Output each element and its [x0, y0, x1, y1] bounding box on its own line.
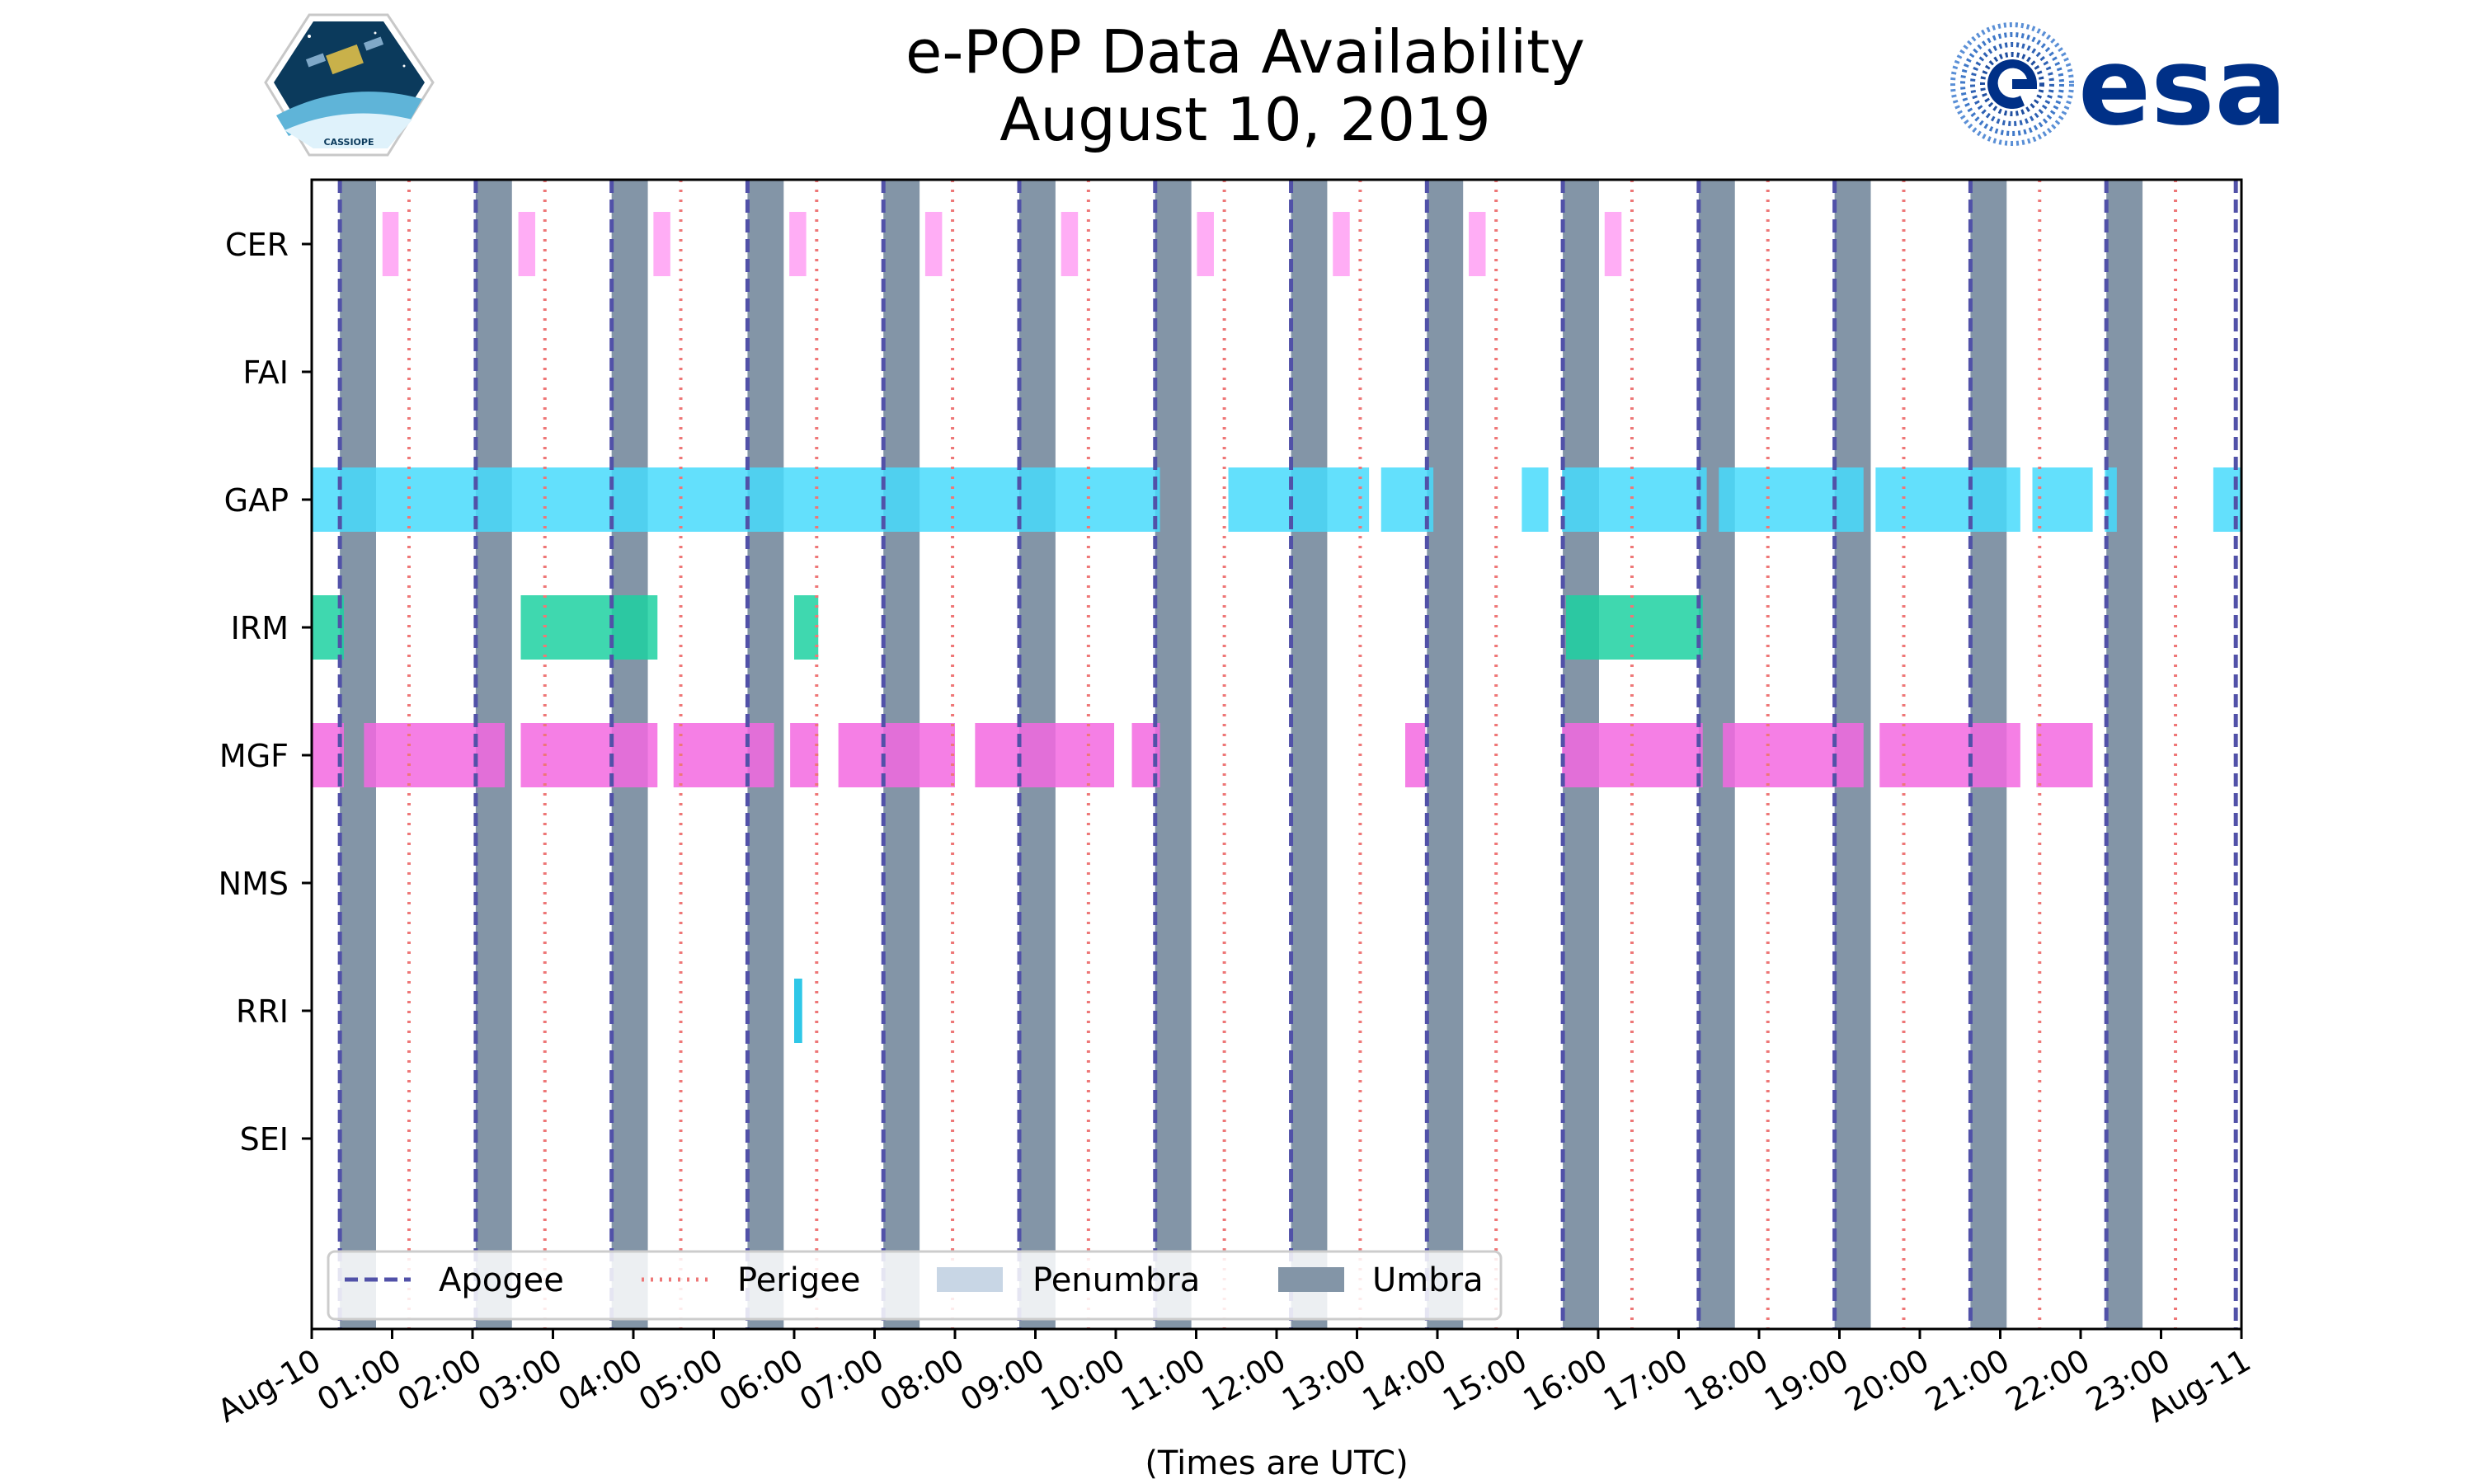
data-bar-gap [1562, 467, 1707, 532]
data-bar-mgf [838, 723, 955, 787]
data-bar-gap [2032, 467, 2093, 532]
data-bar-cer [1604, 212, 1622, 276]
data-bar-irm [1566, 595, 1703, 660]
data-bar-gap [1875, 467, 2020, 532]
data-bar-gap [1228, 467, 1370, 532]
cassiope-logo: CASSIOPE [264, 13, 435, 157]
data-bar-cer [653, 212, 670, 276]
legend-perigee-label: Perigee [737, 1261, 860, 1299]
y-axis: CER FAI GAP IRM MGF NMS RRI SEI [219, 227, 312, 1158]
x-tick-label: 18:00 [1678, 1342, 1775, 1419]
data-bar-mgf [364, 723, 505, 787]
umbra-band [2106, 180, 2143, 1329]
x-tick-label: 11:00 [1115, 1342, 1211, 1419]
y-tick-label-rri: RRI [236, 993, 289, 1030]
legend-box [327, 1250, 1503, 1321]
umbra-band [1155, 180, 1192, 1329]
umbra-band [1427, 180, 1464, 1329]
data-bar-mgf [1723, 723, 1864, 787]
data-bar-cer [518, 212, 536, 276]
apogee-lines-layer [337, 180, 2238, 1329]
x-tick-label: 04:00 [553, 1342, 649, 1419]
perigee-lines-layer [407, 180, 2178, 1329]
chart-title-line-1: e-POP Data Availability [905, 17, 1585, 87]
x-tick-label: Aug-10 [211, 1342, 327, 1430]
x-tick-label: 17:00 [1597, 1342, 1694, 1419]
data-bar-mgf [520, 723, 658, 787]
x-tick-label: 15:00 [1437, 1342, 1533, 1419]
x-tick-label: 01:00 [311, 1342, 407, 1419]
legend-apogee-label: Apogee [439, 1261, 564, 1299]
y-tick-label-fai: FAI [242, 355, 289, 391]
x-tick-label: 19:00 [1758, 1342, 1855, 1419]
x-tick-label: 21:00 [1919, 1342, 2015, 1419]
data-bar-gap [312, 467, 1160, 532]
data-bar-irm [794, 595, 819, 660]
x-tick-label: 06:00 [713, 1342, 810, 1419]
data-bar-gap [1522, 467, 1549, 532]
legend: Apogee Perigee Penumbra Umbra [327, 1250, 1503, 1321]
x-tick-label: 14:00 [1357, 1342, 1453, 1419]
x-tick-label: 22:00 [2000, 1342, 2096, 1419]
y-tick-label-nms: NMS [219, 866, 289, 902]
data-bar-mgf [2036, 723, 2093, 787]
data-bar-mgf [1879, 723, 2020, 787]
x-tick-label: 07:00 [793, 1342, 890, 1419]
x-tick-label: 02:00 [392, 1342, 488, 1419]
x-tick-label: 08:00 [874, 1342, 971, 1419]
x-tick-label: 09:00 [954, 1342, 1051, 1419]
x-tick-label: 03:00 [472, 1342, 568, 1419]
esa-logo-text: esa [2078, 24, 2287, 149]
y-tick-label-irm: IRM [231, 610, 289, 646]
y-tick-label-gap: GAP [224, 482, 289, 519]
legend-penumbra-swatch [937, 1267, 1003, 1292]
y-tick-label-sei: SEI [240, 1121, 289, 1158]
data-bar-rri [794, 979, 802, 1043]
x-tick-label: 16:00 [1517, 1342, 1614, 1419]
data-bar-mgf [673, 723, 774, 787]
x-axis: Aug-1001:0002:0003:0004:0005:0006:0007:0… [211, 1329, 2257, 1430]
chart-title-line-2: August 10, 2019 [999, 85, 1490, 154]
x-tick-label: 05:00 [633, 1342, 729, 1419]
x-tick-label: 13:00 [1276, 1342, 1372, 1419]
data-bars-layer [312, 212, 2241, 1043]
legend-penumbra-label: Penumbra [1032, 1261, 1200, 1299]
esa-logo: esa [1950, 22, 2287, 149]
data-bar-gap [1719, 467, 1864, 532]
y-tick-label-mgf: MGF [219, 738, 289, 774]
x-tick-label: 10:00 [1035, 1342, 1131, 1419]
data-bar-cer [924, 212, 943, 276]
legend-umbra-swatch [1278, 1267, 1344, 1292]
x-axis-label: (Times are UTC) [1145, 1444, 1408, 1482]
data-bar-cer [1061, 212, 1079, 276]
umbra-band [1291, 180, 1328, 1329]
y-tick-label-cer: CER [225, 227, 289, 263]
data-bar-cer [382, 212, 399, 276]
data-bar-mgf [1405, 723, 1426, 787]
x-tick-label: 20:00 [1839, 1342, 1935, 1419]
data-bar-cer [1469, 212, 1486, 276]
data-bar-gap [1380, 467, 1434, 532]
data-bar-cer [789, 212, 807, 276]
data-bar-cer [1333, 212, 1350, 276]
legend-umbra-label: Umbra [1372, 1261, 1484, 1299]
cassiope-logo-text: CASSIOPE [324, 137, 374, 148]
data-bar-mgf [975, 723, 1115, 787]
data-bar-mgf [790, 723, 819, 787]
data-bar-irm [520, 595, 658, 660]
x-tick-label: 12:00 [1196, 1342, 1292, 1419]
data-bar-cer [1197, 212, 1214, 276]
